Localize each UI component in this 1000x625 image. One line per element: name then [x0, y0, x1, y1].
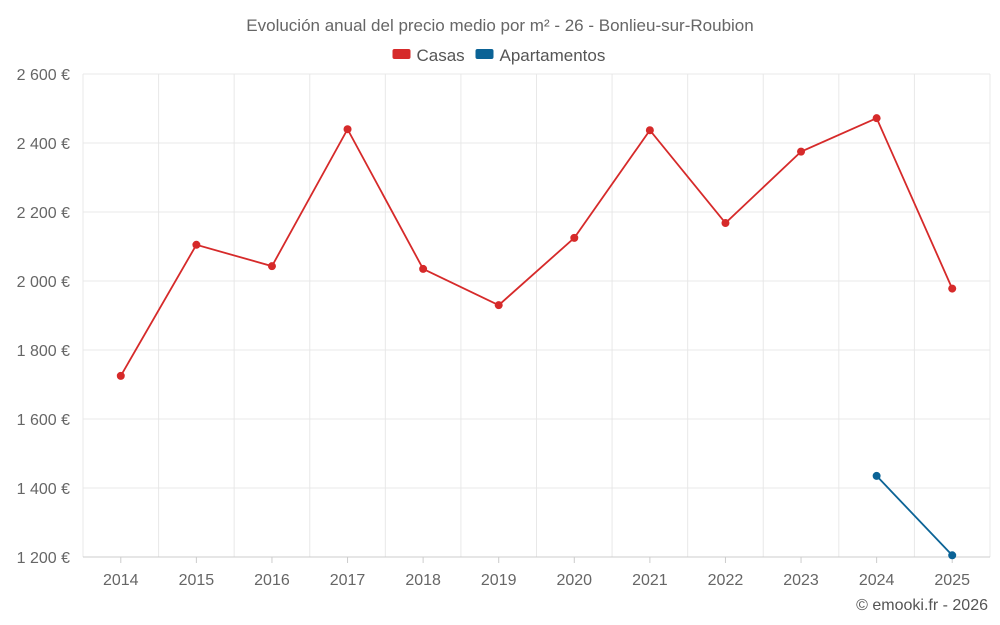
- x-tick-label: 2018: [405, 572, 441, 589]
- data-point[interactable]: [948, 551, 957, 560]
- x-tick-label: 2014: [103, 572, 139, 589]
- data-point[interactable]: [116, 371, 125, 380]
- data-point[interactable]: [267, 262, 276, 271]
- data-point[interactable]: [343, 125, 352, 134]
- data-point[interactable]: [419, 264, 428, 273]
- legend: Casas Apartamentos: [392, 46, 606, 65]
- grid: [82, 73, 991, 557]
- y-tick-label: 1 400 €: [17, 481, 70, 498]
- y-tick-label: 2 600 €: [17, 67, 70, 84]
- y-tick-label: 1 800 €: [17, 343, 70, 360]
- x-tick-label: 2023: [783, 572, 819, 589]
- data-point[interactable]: [494, 301, 503, 310]
- x-tick-label: 2021: [632, 572, 668, 589]
- y-tick-label: 1 600 €: [17, 412, 70, 429]
- data-point[interactable]: [797, 147, 806, 156]
- x-tick-label: 2015: [179, 572, 215, 589]
- y-tick-label: 2 200 €: [17, 205, 70, 222]
- x-tick-label: 2025: [934, 572, 970, 589]
- x-tick-label: 2020: [556, 572, 592, 589]
- data-point[interactable]: [948, 284, 957, 293]
- credit-text: © emooki.fr - 2026: [856, 597, 988, 614]
- legend-item-apartamentos[interactable]: Apartamentos: [475, 46, 606, 65]
- x-tick-label: 2022: [708, 572, 744, 589]
- axes: 1 200 € 1 400 € 1 600 € 1 800 € 2 000 € 2 200…: [17, 67, 990, 589]
- legend-label: Casas: [417, 46, 465, 65]
- y-tick-label: 1 200 €: [17, 550, 70, 567]
- y-tick-label: 2 000 €: [17, 274, 70, 291]
- data-point[interactable]: [645, 126, 654, 135]
- legend-item-casas[interactable]: Casas: [392, 46, 465, 65]
- y-tick-label: 2 400 €: [17, 136, 70, 153]
- x-tick-label: 2016: [254, 572, 290, 589]
- series-casas: [116, 114, 957, 380]
- legend-swatch: [475, 49, 494, 59]
- data-point[interactable]: [872, 471, 881, 480]
- chart-title: Evolución anual del precio medio por m² …: [246, 16, 753, 35]
- x-tick-label: 2019: [481, 572, 517, 589]
- series-line: [875, 475, 953, 556]
- data-point[interactable]: [872, 114, 881, 123]
- data-point[interactable]: [192, 240, 201, 249]
- x-tick-label: 2017: [330, 572, 366, 589]
- x-tick-label: 2024: [859, 572, 895, 589]
- series-apartamentos: [872, 471, 957, 560]
- legend-swatch: [392, 49, 411, 59]
- series-line: [120, 116, 954, 377]
- data-point[interactable]: [721, 219, 730, 228]
- legend-label: Apartamentos: [500, 46, 606, 65]
- series-layer: [116, 114, 957, 560]
- data-point[interactable]: [570, 233, 579, 242]
